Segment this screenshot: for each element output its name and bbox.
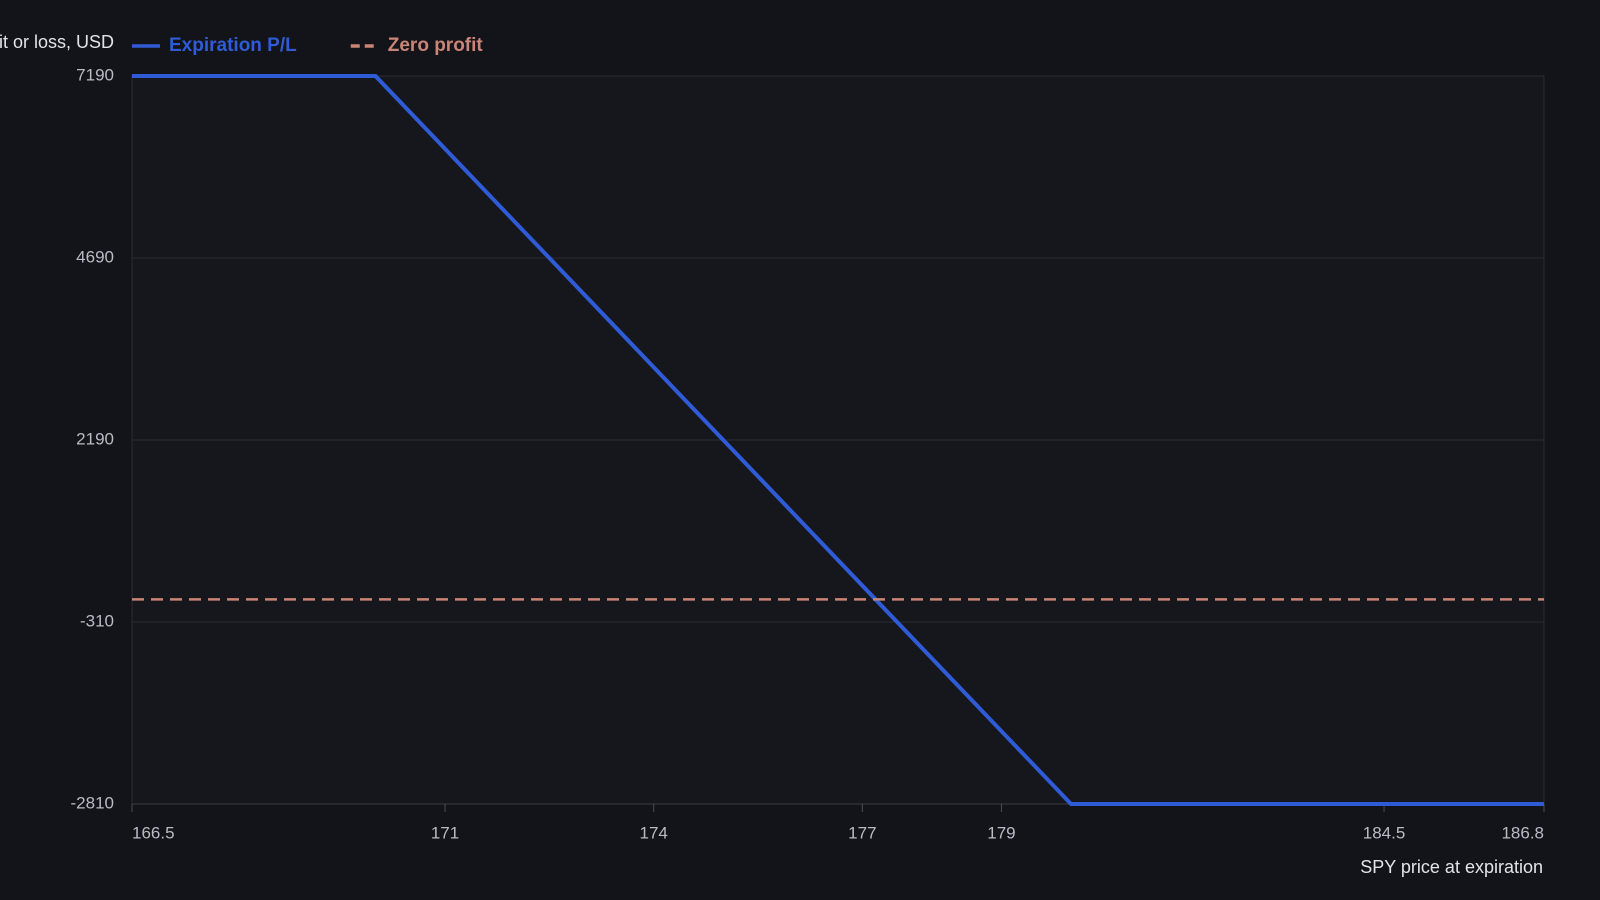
x-axis-label: SPY price at expiration	[1360, 857, 1543, 877]
x-tick-label: 177	[848, 823, 876, 842]
x-tick-label: 184.5	[1363, 823, 1406, 842]
x-tick-label: 166.5	[132, 823, 175, 842]
y-axis-label: Profit or loss, USD	[0, 32, 114, 52]
x-tick-label: 179	[987, 823, 1015, 842]
x-tick-label: 186.8	[1501, 823, 1544, 842]
legend-label: Expiration P/L	[169, 35, 297, 56]
y-tick-label: -310	[80, 611, 114, 630]
x-tick-label: 174	[639, 823, 667, 842]
legend-item[interactable]: Zero profit	[350, 35, 484, 56]
y-tick-label: 7190	[76, 65, 114, 84]
y-tick-label: 4690	[76, 247, 114, 266]
series-line	[132, 74, 1544, 806]
legend-label: Zero profit	[388, 35, 484, 56]
y-tick-label: 2190	[76, 429, 114, 448]
legend-item[interactable]: Expiration P/L	[132, 35, 297, 56]
x-tick-label: 171	[431, 823, 459, 842]
legend: Expiration P/L Zero profit	[132, 35, 483, 56]
y-tick-label: -2810	[71, 793, 114, 812]
